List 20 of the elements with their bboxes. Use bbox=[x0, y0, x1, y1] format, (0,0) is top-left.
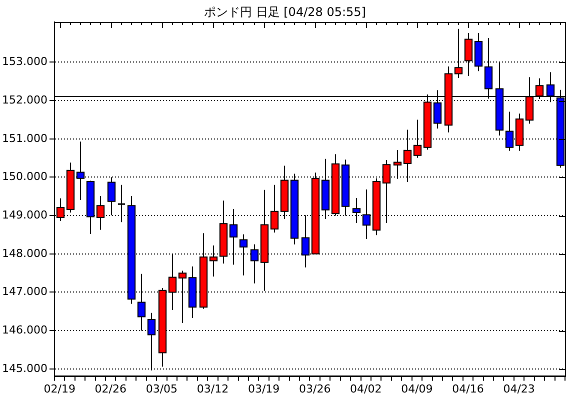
y-tick-label: 145.000 bbox=[2, 362, 48, 375]
x-tick-label: 03/05 bbox=[146, 382, 178, 396]
x-tick-label: 04/09 bbox=[401, 382, 433, 396]
y-tick-label: 148.000 bbox=[2, 246, 48, 260]
y-tick-label: 146.000 bbox=[2, 323, 48, 336]
x-tick-label: 04/16 bbox=[452, 382, 484, 396]
y-tick-label: 150.000 bbox=[2, 170, 48, 184]
x-tick-label: 03/19 bbox=[248, 382, 280, 396]
x-tick-label: 04/02 bbox=[350, 382, 382, 396]
y-tick-label: 147.000 bbox=[2, 285, 48, 298]
x-tick-label: 02/26 bbox=[94, 382, 126, 396]
y-tick-label: 153.000 bbox=[2, 55, 48, 68]
x-tick-label: 03/26 bbox=[298, 382, 331, 396]
y-tick-label: 152.000 bbox=[2, 93, 48, 106]
chart-title: ポンド円 日足 [04/28 05:55] bbox=[203, 4, 367, 21]
y-tick-label: 149.000 bbox=[2, 208, 48, 222]
y-tick-label: 151.000 bbox=[2, 132, 48, 145]
x-tick-label: 03/12 bbox=[196, 382, 229, 396]
x-tick-label: 02/19 bbox=[44, 382, 76, 396]
x-tick-label: 04/23 bbox=[503, 382, 535, 396]
